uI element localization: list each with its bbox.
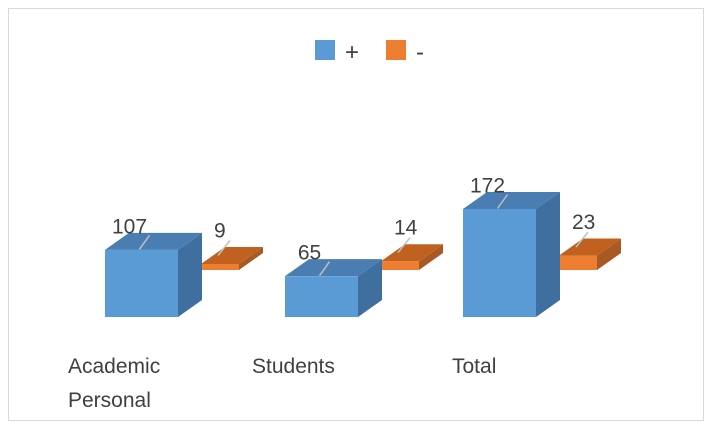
- bar-plus-2: [463, 192, 560, 317]
- bar-minus-1-front: [381, 261, 419, 270]
- legend-label-0: +: [345, 39, 359, 66]
- bar-minus-2-front: [559, 255, 597, 270]
- chart-legend: + -: [315, 39, 424, 66]
- data-label-minus-2: 23: [572, 211, 595, 234]
- category-label-1-0: Students: [252, 355, 335, 378]
- leader-plus-2: [496, 194, 509, 209]
- data-label-plus-1: 65: [298, 242, 321, 265]
- bar-minus-0-front: [201, 264, 239, 270]
- legend-swatch-0: [315, 40, 335, 60]
- category-labels: Academic Personal Students Total: [68, 355, 496, 412]
- legend-label-1: -: [416, 39, 424, 66]
- bar-plus-1-front: [285, 276, 358, 317]
- bar-plus-1-side: [358, 259, 382, 317]
- category-label-0-1: Personal: [68, 389, 151, 412]
- bar-minus-1: [381, 244, 443, 270]
- legend-swatch-1: [386, 40, 406, 60]
- bar-plus-0-side: [178, 232, 202, 317]
- category-label-0-0: Academic: [68, 355, 160, 378]
- bar-plus-1: [285, 259, 382, 317]
- bar-minus-2: [559, 238, 621, 270]
- data-label-plus-2: 172: [470, 175, 505, 198]
- bar-plus-1-top: [285, 259, 382, 277]
- bar-minus-0: [201, 247, 263, 270]
- category-label-2-0: Total: [452, 355, 496, 378]
- bar-plus-0-front: [105, 249, 178, 317]
- bar-minus-0-top: [201, 247, 263, 264]
- leader-minus-1: [397, 237, 411, 254]
- bar-minus-2-top: [559, 238, 621, 256]
- bar-minus-1-top: [381, 244, 443, 262]
- bar-minus-0-side: [239, 247, 263, 270]
- data-label-minus-1: 14: [394, 217, 418, 240]
- bar-plus-2-top: [463, 192, 560, 209]
- chart-frame: [8, 8, 704, 421]
- bar-plus-2-front: [463, 209, 536, 317]
- bar-plus-2-side: [536, 192, 560, 317]
- leader-minus-0: [217, 240, 231, 256]
- plot-area: 9 107 14 65 23 172: [105, 175, 621, 317]
- bar-plus-0: [105, 232, 202, 317]
- bar-minus-1-side: [419, 244, 443, 270]
- data-label-minus-0: 9: [214, 220, 226, 243]
- bar-plus-0-top: [105, 232, 202, 250]
- leader-plus-1: [318, 261, 331, 277]
- leader-plus-0: [138, 234, 151, 250]
- leader-minus-2: [575, 231, 589, 248]
- bar-minus-2-side: [597, 238, 621, 270]
- data-label-plus-0: 107: [112, 215, 147, 238]
